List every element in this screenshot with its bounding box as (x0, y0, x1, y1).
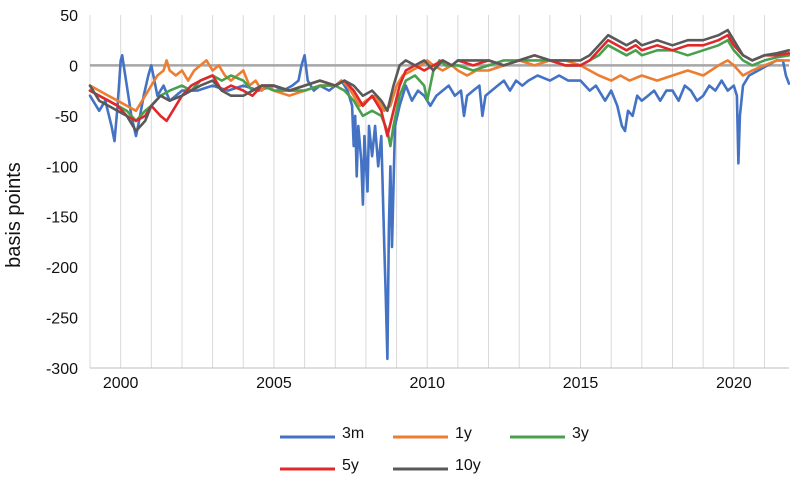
y-tick-label--250: -250 (46, 311, 78, 328)
legend-item-1y: 1y (393, 425, 472, 442)
x-tick-label-2015: 2015 (563, 375, 599, 392)
y-tick-label-0: 0 (69, 58, 78, 75)
legend-label-3m: 3m (342, 425, 364, 442)
y-tick-label--100: -100 (46, 159, 78, 176)
series-line-3m (88, 54, 790, 361)
legend-label-10y: 10y (455, 457, 481, 474)
legend-item-3y: 3y (510, 425, 589, 442)
y-tick-label--50: -50 (55, 109, 78, 126)
legend-label-1y: 1y (455, 425, 472, 442)
x-tick-label-2000: 2000 (103, 375, 139, 392)
legend-item-3m: 3m (280, 425, 364, 442)
y-tick-label--300: -300 (46, 361, 78, 378)
y-tick-label--200: -200 (46, 260, 78, 277)
legend-label-3y: 3y (572, 425, 589, 442)
y-tick-label--150: -150 (46, 210, 78, 227)
x-tick-label-2020: 2020 (716, 375, 752, 392)
series-line-10y (88, 28, 790, 133)
y-tick-label-50: 50 (60, 8, 78, 25)
legend-item-5y: 5y (280, 457, 359, 474)
legend-item-10y: 10y (393, 457, 481, 474)
y-axis-title: basis points (3, 162, 25, 268)
legend: 3m 1y 3y 5y 10y (280, 425, 589, 474)
x-tick-label-2005: 2005 (256, 375, 292, 392)
axis-layer: 2000 2005 2010 2015 2020 50 0 -50 -100 -150 -200 -2… (46, 8, 789, 392)
series-layer (88, 28, 790, 361)
x-tick-label-2010: 2010 (409, 375, 445, 392)
legend-label-5y: 5y (342, 457, 359, 474)
